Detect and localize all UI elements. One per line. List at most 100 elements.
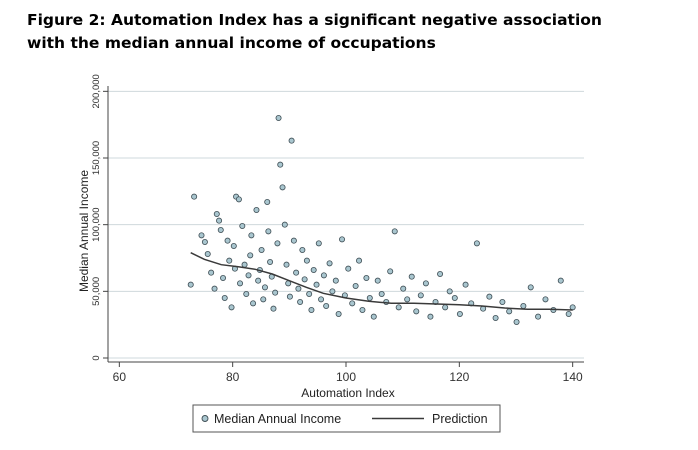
- data-point: [281, 221, 288, 228]
- data-point: [513, 318, 520, 325]
- data-point: [391, 228, 398, 235]
- data-point: [437, 270, 444, 277]
- x-tick-label: 60: [113, 370, 127, 384]
- x-tick-label: 80: [226, 370, 240, 384]
- figure-title: Figure 2: Automation Index has a signifi…: [27, 11, 602, 52]
- data-point: [264, 198, 271, 205]
- data-point: [255, 277, 262, 284]
- x-axis-label: Automation Index: [301, 386, 394, 400]
- data-point: [204, 250, 211, 257]
- data-point: [520, 302, 527, 309]
- data-point: [293, 269, 300, 276]
- legend-label-median-income: Median Annual Income: [214, 412, 341, 426]
- data-point: [208, 269, 215, 276]
- data-point: [265, 228, 272, 235]
- data-point: [213, 210, 220, 217]
- data-point: [277, 161, 284, 168]
- data-point: [299, 246, 306, 253]
- data-point: [345, 265, 352, 272]
- data-point: [235, 196, 242, 203]
- data-point: [363, 274, 370, 281]
- data-point: [239, 222, 246, 229]
- legend-marker-circle: [201, 415, 209, 422]
- data-point: [486, 293, 493, 300]
- data-point: [243, 290, 250, 297]
- data-point: [303, 257, 310, 264]
- data-point: [378, 290, 385, 297]
- data-point: [557, 277, 564, 284]
- data-point: [274, 240, 281, 247]
- data-point: [198, 232, 205, 239]
- data-point: [473, 240, 480, 247]
- x-tick-label: 120: [449, 370, 469, 384]
- data-point: [217, 226, 224, 233]
- y-tick-label: 200,000: [91, 74, 102, 108]
- data-point: [191, 193, 198, 200]
- y-tick-label: 50,000: [91, 277, 102, 306]
- data-point: [221, 294, 228, 301]
- data-point: [569, 304, 576, 311]
- data-point: [404, 296, 411, 303]
- data-point: [339, 236, 346, 243]
- data-point: [267, 258, 274, 265]
- data-point: [462, 281, 469, 288]
- prediction-line: [190, 252, 573, 311]
- data-point: [315, 240, 322, 247]
- data-point: [408, 273, 415, 280]
- data-point: [535, 313, 542, 320]
- y-axis: 0 50,000 100,000 150,000 200,000: [91, 74, 109, 362]
- data-point: [400, 285, 407, 292]
- data-point: [250, 300, 257, 307]
- data-point: [211, 285, 218, 292]
- data-point: [506, 308, 513, 315]
- data-point: [356, 257, 363, 264]
- data-point: [442, 304, 449, 311]
- x-tick-label: 140: [563, 370, 583, 384]
- y-tick-label: 150,000: [91, 141, 102, 175]
- data-point: [326, 260, 333, 267]
- data-point: [248, 232, 255, 239]
- legend: Median Annual Income Prediction: [192, 404, 501, 433]
- data-point: [417, 292, 424, 299]
- data-point: [422, 280, 429, 287]
- x-tick-label: 100: [336, 370, 356, 384]
- y-axis-label: Median Annual Income: [77, 170, 91, 292]
- data-point: [216, 217, 223, 224]
- scatter-points: [187, 115, 576, 325]
- data-point: [310, 266, 317, 273]
- data-point: [245, 272, 252, 279]
- data-point: [352, 282, 359, 289]
- data-point: [320, 272, 327, 279]
- data-point: [288, 137, 295, 144]
- data-point: [261, 284, 268, 291]
- legend-label-prediction: Prediction: [432, 412, 488, 426]
- x-axis: 60 80 100 120 140: [108, 361, 584, 384]
- data-point: [290, 237, 297, 244]
- data-point: [565, 310, 572, 317]
- data-point: [318, 296, 325, 303]
- data-point: [286, 293, 293, 300]
- data-point: [349, 300, 356, 307]
- data-point: [270, 305, 277, 312]
- data-point: [446, 288, 453, 295]
- data-point: [258, 246, 265, 253]
- data-point: [283, 261, 290, 268]
- data-point: [329, 288, 336, 295]
- data-point: [542, 296, 549, 303]
- data-point: [272, 289, 279, 296]
- data-point: [241, 261, 248, 268]
- data-point: [275, 115, 282, 122]
- data-point: [295, 285, 302, 292]
- data-point: [427, 313, 434, 320]
- data-point: [224, 237, 231, 244]
- data-point: [456, 310, 463, 317]
- data-point: [301, 276, 308, 283]
- data-point: [228, 304, 235, 311]
- data-point: [323, 302, 330, 309]
- data-point: [308, 306, 315, 313]
- data-point: [306, 290, 313, 297]
- data-point: [366, 294, 373, 301]
- data-point: [374, 277, 381, 284]
- data-point: [492, 314, 499, 321]
